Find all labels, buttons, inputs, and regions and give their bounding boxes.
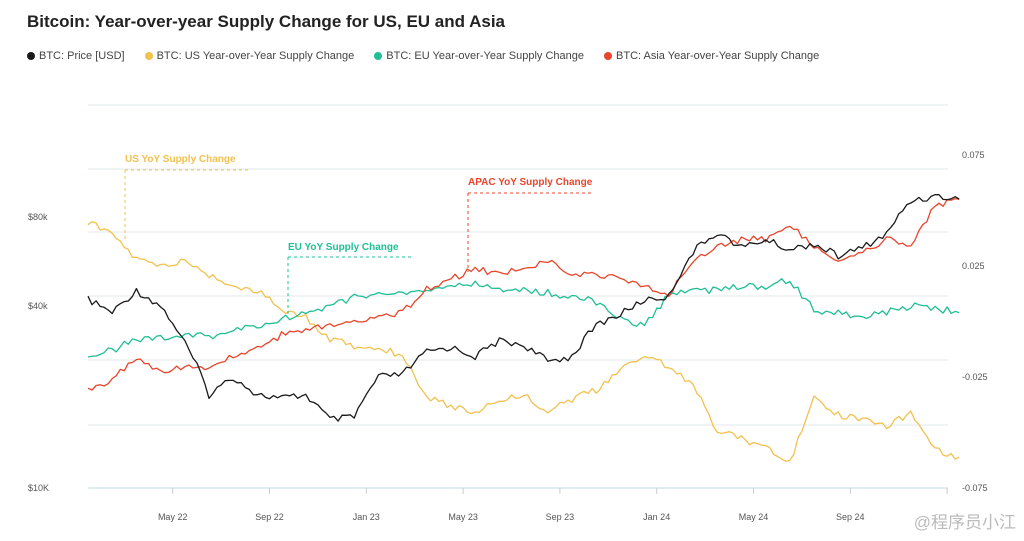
legend-item-price[interactable]: BTC: Price [USD] [27, 50, 125, 62]
legend-dot [374, 52, 383, 60]
legend-label: BTC: US Year-over-Year Supply Change [156, 50, 355, 62]
x-tick-label: Jan 24 [643, 512, 670, 522]
x-tick-label: Sep 23 [546, 512, 575, 522]
x-tick-label: Sep 22 [255, 512, 284, 522]
series-line-asia [87, 197, 960, 391]
series-line-price [87, 194, 960, 422]
legend-dot [604, 52, 613, 60]
left-axis-label: $80k [28, 212, 48, 222]
right-axis-label: 0.075 [962, 150, 985, 160]
right-axis-label: -0.025 [962, 372, 988, 382]
x-tick-label: May 24 [739, 512, 769, 522]
watermark: @程序员小江 [913, 513, 1016, 532]
legend-dot [27, 52, 35, 60]
left-axis-label: $40k [28, 301, 48, 311]
legend-label: BTC: Asia Year-over-Year Supply Change [616, 50, 820, 62]
x-tick-label: Jan 23 [353, 512, 380, 522]
x-tick-label: Sep 24 [836, 512, 865, 522]
legend-label: BTC: Price [USD] [39, 50, 125, 62]
legend-item-asia[interactable]: BTC: Asia Year-over-Year Supply Change [604, 50, 819, 62]
right-axis-label: 0.025 [962, 261, 985, 271]
annotation-label: EU YoY Supply Change [288, 242, 399, 253]
annotation-label: US YoY Supply Change [125, 154, 236, 165]
left-axis-label: $10K [28, 483, 49, 493]
series-line-us [87, 220, 960, 462]
series-line-eu [87, 278, 960, 358]
legend-item-eu[interactable]: BTC: EU Year-over-Year Supply Change [374, 50, 584, 62]
x-tick-label: May 23 [448, 512, 478, 522]
legend-dot [144, 52, 153, 60]
chart-title: Bitcoin: Year-over-year Supply Change fo… [27, 12, 506, 31]
legend-label: BTC: EU Year-over-Year Supply Change [386, 50, 585, 62]
legend: BTC: Price [USD] BTC: US Year-over-Year … [27, 50, 819, 62]
annotation-label: APAC YoY Supply Change [468, 177, 593, 188]
x-tick-label: May 22 [158, 512, 188, 522]
right-axis-label: -0.075 [962, 483, 988, 493]
legend-item-us[interactable]: BTC: US Year-over-Year Supply Change [144, 50, 355, 62]
